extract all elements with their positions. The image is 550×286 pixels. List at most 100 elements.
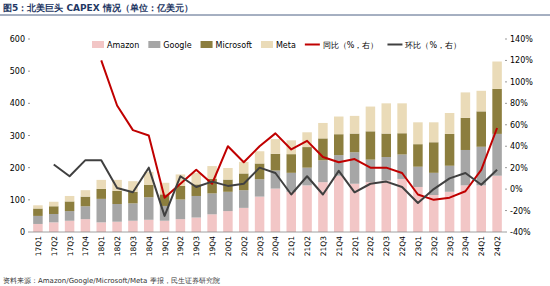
x-tick-label: 23Q3 bbox=[446, 236, 455, 256]
y2-tick-label: 60% bbox=[510, 121, 528, 130]
bar bbox=[350, 134, 360, 153]
legend-label: 同比（%，右） bbox=[323, 41, 379, 50]
bar bbox=[366, 160, 376, 183]
y-tick-label: 0 bbox=[20, 228, 25, 237]
bar bbox=[207, 193, 217, 214]
y-tick-label: 300 bbox=[10, 132, 25, 141]
bar bbox=[176, 219, 186, 232]
bar bbox=[255, 197, 264, 232]
x-tick-label: 18Q2 bbox=[113, 236, 122, 256]
x-tick-label: 17Q1 bbox=[34, 236, 43, 256]
y2-tick bbox=[505, 232, 507, 233]
bar bbox=[128, 203, 138, 220]
bar bbox=[477, 147, 487, 186]
line bbox=[101, 60, 497, 199]
x-tick-label: 22Q1 bbox=[351, 236, 360, 256]
y2-tick-label: 40% bbox=[510, 142, 528, 151]
y2-tick-label: 120% bbox=[510, 56, 533, 65]
x-tick-label: 21Q1 bbox=[287, 236, 296, 256]
bar bbox=[318, 123, 328, 138]
y-tick bbox=[28, 39, 30, 40]
bar bbox=[144, 220, 154, 232]
x-tick-label: 20Q4 bbox=[271, 236, 280, 256]
bar bbox=[112, 191, 122, 204]
legend-swatch bbox=[148, 41, 160, 48]
bar bbox=[271, 139, 281, 154]
bar bbox=[382, 103, 392, 133]
legend-swatch bbox=[261, 41, 273, 48]
bar bbox=[97, 199, 107, 222]
x-tick-label: 17Q3 bbox=[66, 236, 75, 256]
x-tick-label: 24Q1 bbox=[477, 236, 486, 256]
bar bbox=[239, 190, 249, 208]
y-tick-label: 500 bbox=[10, 67, 25, 76]
y2-tick bbox=[505, 60, 507, 61]
legend-label: Google bbox=[163, 41, 191, 50]
x-tick-label: 19Q1 bbox=[161, 236, 170, 256]
bar bbox=[65, 211, 75, 221]
bar bbox=[445, 134, 455, 166]
bar bbox=[33, 205, 43, 208]
bar bbox=[461, 118, 471, 150]
bar bbox=[192, 218, 202, 232]
bar bbox=[239, 173, 249, 190]
legend-label: Meta bbox=[276, 41, 296, 50]
bar bbox=[223, 211, 233, 232]
legend-swatch bbox=[201, 41, 213, 48]
source: 资料来源：Amazon/Google/Microsoft/Meta 季报，民生证… bbox=[3, 277, 220, 285]
title: 图5：北美巨头 CAPEX 情况（单位：亿美元） bbox=[3, 3, 193, 13]
bar bbox=[65, 201, 75, 211]
y-tick-label: 600 bbox=[10, 35, 25, 44]
bar bbox=[81, 197, 91, 207]
y-tick-label: 200 bbox=[10, 164, 25, 173]
bar bbox=[382, 134, 392, 157]
bar bbox=[287, 154, 297, 173]
bar bbox=[366, 182, 376, 232]
bar bbox=[192, 196, 202, 218]
x-tick-label: 19Q2 bbox=[176, 236, 185, 256]
y2-tick-label: -40% bbox=[510, 228, 531, 237]
y2-tick bbox=[505, 146, 507, 147]
y2-tick bbox=[505, 103, 507, 104]
bar bbox=[207, 214, 217, 232]
chart: 图5：北美巨头 CAPEX 情况（单位：亿美元）0100200300400500… bbox=[0, 0, 550, 286]
bar bbox=[49, 206, 59, 214]
bar bbox=[366, 131, 376, 159]
bar bbox=[382, 181, 392, 232]
bar bbox=[461, 150, 471, 185]
bar bbox=[112, 204, 122, 222]
bar bbox=[160, 221, 170, 232]
y-tick bbox=[28, 167, 30, 168]
x-tick-label: 18Q1 bbox=[97, 236, 106, 256]
y2-tick-label: 80% bbox=[510, 99, 528, 108]
bar bbox=[144, 197, 154, 220]
bar bbox=[397, 133, 407, 154]
bar bbox=[176, 186, 186, 200]
bar bbox=[461, 92, 471, 117]
bar bbox=[302, 147, 312, 168]
bar bbox=[81, 219, 91, 232]
title-rule bbox=[0, 15, 550, 16]
y2-tick bbox=[505, 39, 507, 40]
bar bbox=[413, 144, 423, 167]
bar bbox=[223, 168, 233, 180]
bar bbox=[413, 122, 423, 144]
bar bbox=[192, 173, 202, 185]
bar bbox=[97, 222, 107, 232]
bar bbox=[97, 180, 107, 189]
plot bbox=[33, 60, 502, 232]
y-tick bbox=[28, 103, 30, 104]
y2-tick bbox=[505, 167, 507, 168]
x-tick-label: 17Q4 bbox=[81, 236, 90, 256]
bar bbox=[492, 62, 502, 89]
bar bbox=[65, 221, 75, 232]
bar bbox=[81, 206, 91, 219]
line bbox=[54, 160, 497, 216]
y2-tick-label: 0% bbox=[510, 185, 523, 194]
bar bbox=[477, 91, 487, 112]
x-tick-label: 22Q2 bbox=[366, 236, 375, 256]
bar bbox=[223, 192, 233, 211]
legend-swatch bbox=[387, 44, 402, 46]
bar bbox=[334, 134, 344, 155]
bar bbox=[239, 162, 249, 174]
